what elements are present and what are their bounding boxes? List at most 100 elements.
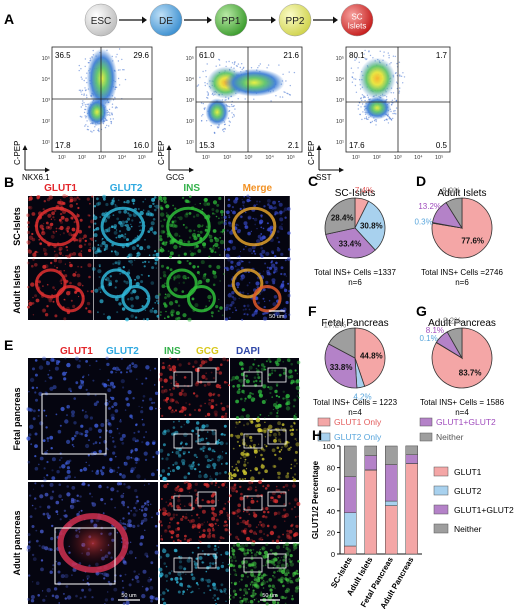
micrograph-signal: [286, 375, 288, 377]
legend-label-1: GLUT2 Only: [334, 432, 382, 442]
micrograph-signal: [223, 380, 227, 384]
micrograph-signal: [293, 575, 295, 578]
micrograph-signal: [54, 253, 59, 258]
micrograph-signal: [240, 397, 243, 401]
micrograph-signal: [201, 424, 206, 429]
micrograph-signal: [64, 573, 69, 579]
micrograph-signal: [81, 284, 84, 287]
micrograph-signal: [104, 244, 109, 248]
micrograph-signal: [66, 226, 71, 230]
micrograph-signal: [240, 274, 246, 279]
micrograph-signal: [224, 520, 227, 524]
micrograph-signal: [26, 261, 30, 265]
micrograph-signal: [265, 251, 270, 256]
stage-label-4: SC: [351, 13, 362, 22]
micrograph-signal: [167, 250, 170, 253]
micrograph-signal: [150, 225, 154, 229]
flow-event: [383, 51, 385, 53]
b-scale-label: 50 um: [269, 314, 285, 320]
micrograph-signal: [34, 482, 37, 485]
flow-event: [233, 105, 235, 107]
micrograph-signal: [83, 234, 87, 238]
e-row-label-0: Fetal pancreas: [12, 387, 22, 450]
micrograph-signal: [70, 299, 73, 302]
micrograph-signal: [233, 484, 236, 487]
micrograph-signal: [249, 599, 254, 604]
micrograph-signal: [143, 265, 146, 268]
flow-event: [231, 105, 233, 108]
micrograph-signal: [276, 601, 280, 605]
flow-event: [85, 117, 87, 119]
micrograph-signal: [241, 383, 244, 385]
micrograph-signal: [172, 426, 176, 429]
micrograph-signal: [99, 436, 102, 439]
flow-event: [84, 108, 87, 111]
micrograph-signal: [37, 415, 40, 417]
micrograph-signal: [269, 594, 272, 597]
micrograph-signal: [44, 313, 49, 317]
micrograph-signal: [159, 407, 162, 410]
micrograph-signal: [52, 358, 55, 361]
micrograph-signal: [246, 304, 250, 308]
e-header-3: GCG: [196, 346, 219, 357]
pie-slice-neither: [445, 197, 463, 230]
flow-event: [204, 84, 206, 87]
micrograph-signal: [121, 307, 126, 311]
micrograph-signal: [248, 308, 251, 311]
micrograph-signal: [97, 286, 102, 291]
micrograph-signal: [43, 409, 46, 412]
micrograph-signal: [201, 509, 206, 514]
e-detail-1-3: [229, 542, 301, 606]
micrograph-signal: [178, 245, 182, 248]
micrograph-signal: [269, 229, 272, 231]
micrograph-signal: [247, 216, 251, 220]
micrograph-signal: [249, 418, 254, 423]
micrograph-signal: [161, 457, 164, 460]
micrograph-signal: [168, 571, 172, 575]
micrograph-signal: [58, 248, 62, 252]
micrograph-signal: [46, 437, 50, 440]
micrograph-signal: [205, 424, 209, 428]
micrograph-signal: [31, 264, 34, 268]
legend-swatch-1: [317, 432, 331, 442]
micrograph-signal: [34, 507, 37, 510]
flow-event: [83, 111, 86, 114]
micrograph-signal: [161, 224, 164, 228]
flow-event: [119, 69, 121, 71]
micrograph-signal: [90, 219, 94, 224]
micrograph-signal: [235, 399, 240, 404]
micrograph-signal: [185, 402, 187, 404]
micrograph-signal: [205, 437, 208, 440]
micrograph-signal: [253, 449, 258, 454]
micrograph-signal: [239, 229, 241, 231]
micrograph-signal: [194, 562, 198, 566]
micrograph-signal: [208, 357, 213, 362]
micrograph-signal: [123, 201, 126, 204]
micrograph-signal: [280, 427, 283, 430]
flow-event: [81, 102, 84, 105]
micrograph-signal: [88, 588, 92, 592]
flow-event: [84, 65, 86, 68]
micrograph-signal: [144, 309, 147, 311]
micrograph-signal: [71, 227, 76, 232]
micrograph-signal: [74, 290, 78, 294]
micrograph-signal: [50, 447, 53, 450]
micrograph-signal: [65, 227, 69, 232]
micrograph-signal: [197, 283, 200, 285]
micrograph-signal: [94, 222, 97, 225]
micrograph-signal: [294, 369, 297, 372]
micrograph-signal: [126, 238, 129, 242]
micrograph-signal: [187, 362, 191, 365]
micrograph-signal: [127, 485, 131, 489]
micrograph-signal: [160, 246, 163, 249]
micrograph-signal: [277, 557, 280, 559]
flow-event: [202, 70, 204, 73]
micrograph-signal: [116, 427, 119, 430]
micrograph-signal: [94, 240, 97, 242]
micrograph-signal: [187, 482, 192, 488]
micrograph-signal: [191, 297, 195, 301]
flow-event: [395, 100, 398, 102]
micrograph-signal: [275, 539, 280, 543]
micrograph-signal: [282, 314, 288, 319]
flow-event: [402, 82, 404, 84]
